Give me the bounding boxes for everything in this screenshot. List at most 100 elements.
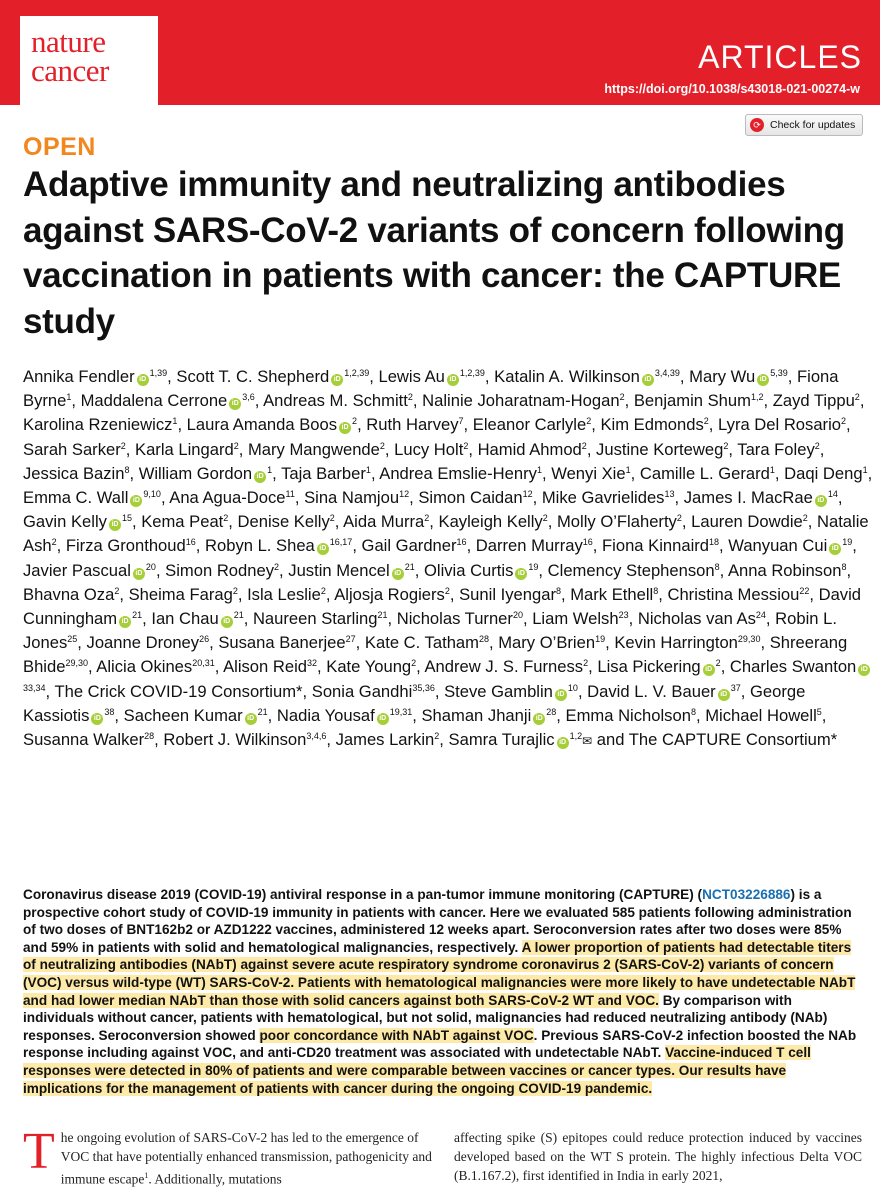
author-name[interactable]: Mark Ethell [570, 584, 654, 604]
author-name[interactable]: Daqi Deng [784, 463, 863, 483]
author-name[interactable]: Andrea Emslie-Henry [379, 463, 537, 483]
author-name[interactable]: Steve Gamblin [444, 681, 553, 701]
author-name[interactable]: Katalin A. Wilkinson [494, 367, 640, 386]
author-name[interactable]: Charles Swanton [729, 657, 857, 677]
author-name[interactable]: Shaman Jhanji [421, 705, 532, 725]
author-name[interactable]: James Larkin [335, 730, 435, 750]
reference-link[interactable]: 1 [144, 1171, 149, 1180]
orcid-icon[interactable]: iD [119, 616, 132, 629]
author-name[interactable]: Denise Kelly [237, 512, 330, 532]
orcid-icon[interactable]: iD [339, 422, 352, 435]
orcid-icon[interactable]: iD [136, 374, 149, 386]
orcid-icon[interactable]: iD [244, 712, 257, 725]
author-name[interactable]: Gail Gardner [361, 536, 457, 556]
orcid-icon[interactable]: iD [757, 374, 770, 386]
author-name[interactable]: Karla Lingard [135, 439, 234, 459]
author-name[interactable]: Mary Mangwende [247, 439, 380, 459]
author-name[interactable]: Joanne Droney [86, 633, 200, 653]
orcid-icon[interactable]: iD [229, 398, 242, 411]
author-name[interactable]: Sarah Sarker [23, 439, 121, 459]
author-name[interactable]: Susanna Walker [23, 730, 145, 750]
author-name[interactable]: Javier Pascual [23, 560, 131, 580]
author-name[interactable]: Aida Murra [343, 512, 425, 532]
author-name[interactable]: Camille L. Gerard [639, 463, 770, 483]
author-name[interactable]: Sonia Gandhi [311, 681, 413, 701]
author-name[interactable]: Jessica Bazin [23, 463, 125, 483]
orcid-icon[interactable]: iD [91, 712, 104, 725]
author-name[interactable]: Ana Agua-Doce [169, 488, 286, 508]
author-name[interactable]: Fiona Kinnaird [602, 536, 710, 556]
author-name[interactable]: Naureen Starling [252, 609, 378, 629]
author-name[interactable]: Simon Caidan [418, 488, 523, 508]
author-name[interactable]: Molly O’Flaherty [556, 512, 677, 532]
author-name[interactable]: Eleanor Carlyle [472, 415, 587, 435]
author-name[interactable]: Ian Chau [151, 609, 219, 629]
author-name[interactable]: Benjamin Shum [633, 391, 751, 411]
orcid-icon[interactable]: iD [554, 688, 567, 701]
author-name[interactable]: Alicia Okines [96, 657, 193, 677]
author-name[interactable]: Simon Rodney [165, 560, 275, 580]
author-name[interactable]: Lewis Au [378, 367, 445, 386]
author-name[interactable]: Nalinie Joharatnam-Hogan [422, 391, 620, 411]
author-name[interactable]: Alison Reid [223, 657, 307, 677]
author-name[interactable]: Olivia Curtis [423, 560, 514, 580]
check-for-updates-button[interactable]: ⟳ Check for updates [745, 114, 863, 136]
author-name[interactable]: Samra Turajlic [448, 730, 555, 750]
mail-icon[interactable]: ✉ [582, 734, 593, 749]
author-name[interactable]: Aljosja Rogiers [334, 584, 445, 604]
author-name[interactable]: William Gordon [138, 463, 253, 483]
orcid-icon[interactable]: iD [556, 737, 569, 750]
doi-link[interactable]: https://doi.org/10.1038/s43018-021-00274… [604, 82, 860, 96]
author-name[interactable]: Kevin Harrington [614, 633, 738, 653]
author-name[interactable]: Michael Howell [705, 705, 817, 725]
author-name[interactable]: Kim Edmonds [600, 415, 704, 435]
author-name[interactable]: Robin L. Jones [23, 609, 837, 653]
orcid-icon[interactable]: iD [717, 688, 730, 701]
author-name[interactable]: Liam Welsh [532, 609, 619, 629]
author-name[interactable]: Nicholas Turner [396, 609, 513, 629]
author-name[interactable]: Justine Korteweg [596, 439, 724, 459]
author-name[interactable]: Isla Leslie [247, 584, 321, 604]
author-name[interactable]: Susana Banerjee [218, 633, 346, 653]
author-name[interactable]: Fiona Byrne [23, 367, 839, 411]
author-name[interactable]: Mary O’Brien [498, 633, 596, 653]
author-name[interactable]: Lucy Holt [394, 439, 464, 459]
author-name[interactable]: Maddalena Cerrone [80, 391, 228, 411]
author-name[interactable]: Nadia Yousaf [276, 705, 375, 725]
author-name[interactable]: Lauren Dowdie [691, 512, 803, 532]
author-name[interactable]: Bhavna Oza [23, 584, 115, 604]
author-name[interactable]: Sacheen Kumar [123, 705, 243, 725]
orcid-icon[interactable]: iD [533, 712, 546, 725]
author-name[interactable]: Andreas M. Schmitt [263, 391, 408, 411]
author-name[interactable]: Emma Nicholson [565, 705, 691, 725]
trial-id-link[interactable]: NCT03226886 [702, 887, 791, 902]
author-name[interactable]: Clemency Stephenson [547, 560, 715, 580]
author-name[interactable]: Taja Barber [281, 463, 366, 483]
author-name[interactable]: Kayleigh Kelly [438, 512, 543, 532]
author-name[interactable]: Mike Gavrielides [541, 488, 665, 508]
author-name[interactable]: Mary Wu [689, 367, 756, 386]
author-name[interactable]: Sina Namjou [304, 488, 400, 508]
author-name[interactable]: Laura Amanda Boos [186, 415, 338, 435]
orcid-icon[interactable]: iD [391, 567, 404, 580]
author-name[interactable]: Karolina Rzeniewicz [23, 415, 173, 435]
author-name[interactable]: Ruth Harvey [366, 415, 459, 435]
author-name[interactable]: and The CAPTURE Consortium* [596, 730, 838, 750]
author-name[interactable]: Sunil Iyengar [459, 584, 556, 604]
orcid-icon[interactable]: iD [702, 664, 715, 677]
orcid-icon[interactable]: iD [446, 374, 459, 386]
author-name[interactable]: Justin Mencel [288, 560, 390, 580]
orcid-icon[interactable]: iD [220, 616, 233, 629]
author-name[interactable]: Shreerang Bhide [23, 633, 848, 677]
orcid-icon[interactable]: iD [814, 495, 827, 508]
author-name[interactable]: Kate C. Tatham [364, 633, 479, 653]
orcid-icon[interactable]: iD [515, 567, 528, 580]
author-name[interactable]: Kate Young [326, 657, 412, 677]
author-name[interactable]: Robert J. Wilkinson [163, 730, 307, 750]
author-name[interactable]: Emma C. Wall [23, 488, 129, 508]
author-name[interactable]: David Cunningham [23, 584, 862, 629]
author-name[interactable]: Nicholas van As [637, 609, 756, 629]
orcid-icon[interactable]: iD [316, 543, 329, 556]
orcid-icon[interactable]: iD [829, 543, 842, 556]
orcid-icon[interactable]: iD [130, 495, 143, 508]
